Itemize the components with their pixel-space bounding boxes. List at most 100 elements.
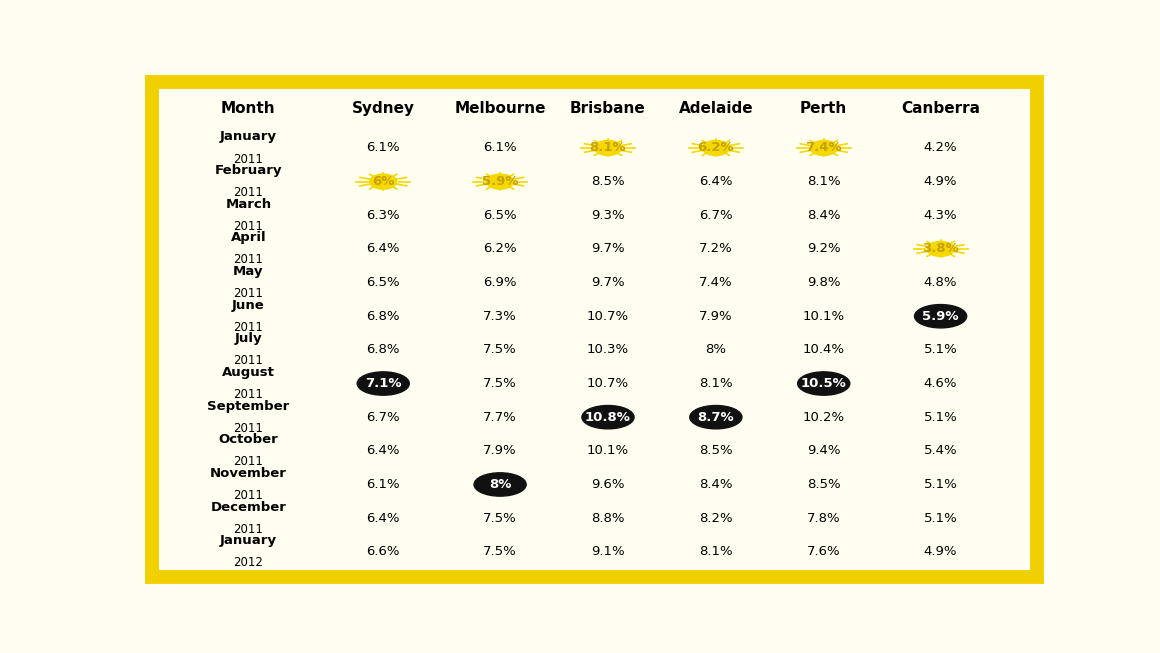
Text: 7.1%: 7.1% <box>365 377 401 390</box>
Text: 6.8%: 6.8% <box>367 310 400 323</box>
Text: 10.3%: 10.3% <box>587 343 629 357</box>
Text: 10.7%: 10.7% <box>587 377 629 390</box>
Text: Brisbane: Brisbane <box>570 101 646 116</box>
Circle shape <box>927 242 954 257</box>
Text: 2012: 2012 <box>233 556 263 569</box>
Text: 6.2%: 6.2% <box>697 142 734 155</box>
Text: 6.1%: 6.1% <box>367 142 400 155</box>
Text: 6.8%: 6.8% <box>367 343 400 357</box>
Ellipse shape <box>474 473 527 496</box>
Text: January: January <box>220 534 277 547</box>
Text: 6.5%: 6.5% <box>484 209 517 222</box>
Text: 9.6%: 9.6% <box>592 478 625 491</box>
Text: 2011: 2011 <box>233 489 263 502</box>
Text: 4.9%: 4.9% <box>923 175 957 188</box>
Text: 7.4%: 7.4% <box>805 142 842 155</box>
Text: 5.9%: 5.9% <box>481 175 519 188</box>
Text: 9.7%: 9.7% <box>592 242 625 255</box>
Text: 7.5%: 7.5% <box>484 377 517 390</box>
Ellipse shape <box>582 406 635 429</box>
Text: 2011: 2011 <box>233 321 263 334</box>
Text: 2011: 2011 <box>233 355 263 368</box>
Text: 6.9%: 6.9% <box>484 276 517 289</box>
Text: Canberra: Canberra <box>901 101 980 116</box>
Text: 8.8%: 8.8% <box>592 511 625 524</box>
Text: 8.5%: 8.5% <box>699 444 733 457</box>
Text: 4.6%: 4.6% <box>923 377 957 390</box>
Text: 7.7%: 7.7% <box>484 411 517 424</box>
Text: 2011: 2011 <box>233 287 263 300</box>
Text: 9.2%: 9.2% <box>807 242 841 255</box>
Text: 8.1%: 8.1% <box>699 377 733 390</box>
Text: 7.5%: 7.5% <box>484 545 517 558</box>
Circle shape <box>370 174 397 189</box>
FancyBboxPatch shape <box>152 82 1037 577</box>
Text: 7.5%: 7.5% <box>484 511 517 524</box>
Text: August: August <box>222 366 275 379</box>
Text: 10.8%: 10.8% <box>585 411 631 424</box>
Text: April: April <box>231 231 266 244</box>
Text: 8.1%: 8.1% <box>589 142 626 155</box>
Text: 6.4%: 6.4% <box>699 175 733 188</box>
Text: Perth: Perth <box>800 101 847 116</box>
Text: 9.4%: 9.4% <box>807 444 841 457</box>
Text: 8.7%: 8.7% <box>697 411 734 424</box>
Text: March: March <box>225 198 271 211</box>
Text: June: June <box>232 298 264 311</box>
Text: 7.3%: 7.3% <box>484 310 517 323</box>
Text: 6.3%: 6.3% <box>367 209 400 222</box>
Text: 7.2%: 7.2% <box>699 242 733 255</box>
Text: Adelaide: Adelaide <box>679 101 753 116</box>
Text: 10.2%: 10.2% <box>803 411 844 424</box>
Text: 6.4%: 6.4% <box>367 511 400 524</box>
Text: 6.5%: 6.5% <box>367 276 400 289</box>
Text: 8.1%: 8.1% <box>807 175 841 188</box>
Text: 7.8%: 7.8% <box>807 511 841 524</box>
Text: 2011: 2011 <box>233 253 263 266</box>
Text: 5.1%: 5.1% <box>923 343 957 357</box>
Text: 10.4%: 10.4% <box>803 343 844 357</box>
Text: 2011: 2011 <box>233 388 263 401</box>
Text: 2011: 2011 <box>233 220 263 233</box>
Text: 8%: 8% <box>488 478 512 491</box>
Text: Melbourne: Melbourne <box>455 101 546 116</box>
Text: January: January <box>220 131 277 144</box>
Text: July: July <box>234 332 262 345</box>
Text: 9.8%: 9.8% <box>807 276 841 289</box>
Text: 7.4%: 7.4% <box>699 276 733 289</box>
Text: 6.4%: 6.4% <box>367 444 400 457</box>
Circle shape <box>594 140 622 155</box>
Text: 8.4%: 8.4% <box>807 209 841 222</box>
Circle shape <box>703 140 730 155</box>
Ellipse shape <box>357 372 409 395</box>
Text: 6.6%: 6.6% <box>367 545 400 558</box>
Text: 7.9%: 7.9% <box>484 444 517 457</box>
Text: 6.4%: 6.4% <box>367 242 400 255</box>
Text: 8.1%: 8.1% <box>699 545 733 558</box>
Text: 4.2%: 4.2% <box>923 142 957 155</box>
Ellipse shape <box>798 372 850 395</box>
Text: 5.4%: 5.4% <box>923 444 957 457</box>
Text: 4.9%: 4.9% <box>923 545 957 558</box>
Text: 6.2%: 6.2% <box>484 242 517 255</box>
Text: 7.6%: 7.6% <box>807 545 841 558</box>
Text: 5.1%: 5.1% <box>923 511 957 524</box>
Text: Sydney: Sydney <box>351 101 415 116</box>
Text: 3.8%: 3.8% <box>922 242 959 255</box>
Ellipse shape <box>690 406 742 429</box>
Text: February: February <box>215 164 282 177</box>
Text: 4.3%: 4.3% <box>923 209 957 222</box>
Text: 5.1%: 5.1% <box>923 411 957 424</box>
Text: 6.1%: 6.1% <box>367 478 400 491</box>
Text: 10.1%: 10.1% <box>803 310 844 323</box>
Text: 10.7%: 10.7% <box>587 310 629 323</box>
Circle shape <box>487 174 514 189</box>
Text: 2011: 2011 <box>233 522 263 535</box>
Text: 9.1%: 9.1% <box>592 545 625 558</box>
Text: 8.4%: 8.4% <box>699 478 733 491</box>
Text: 9.7%: 9.7% <box>592 276 625 289</box>
Text: 10.5%: 10.5% <box>800 377 847 390</box>
Text: September: September <box>208 400 290 413</box>
Text: 6.7%: 6.7% <box>699 209 733 222</box>
Text: 2011: 2011 <box>233 186 263 199</box>
